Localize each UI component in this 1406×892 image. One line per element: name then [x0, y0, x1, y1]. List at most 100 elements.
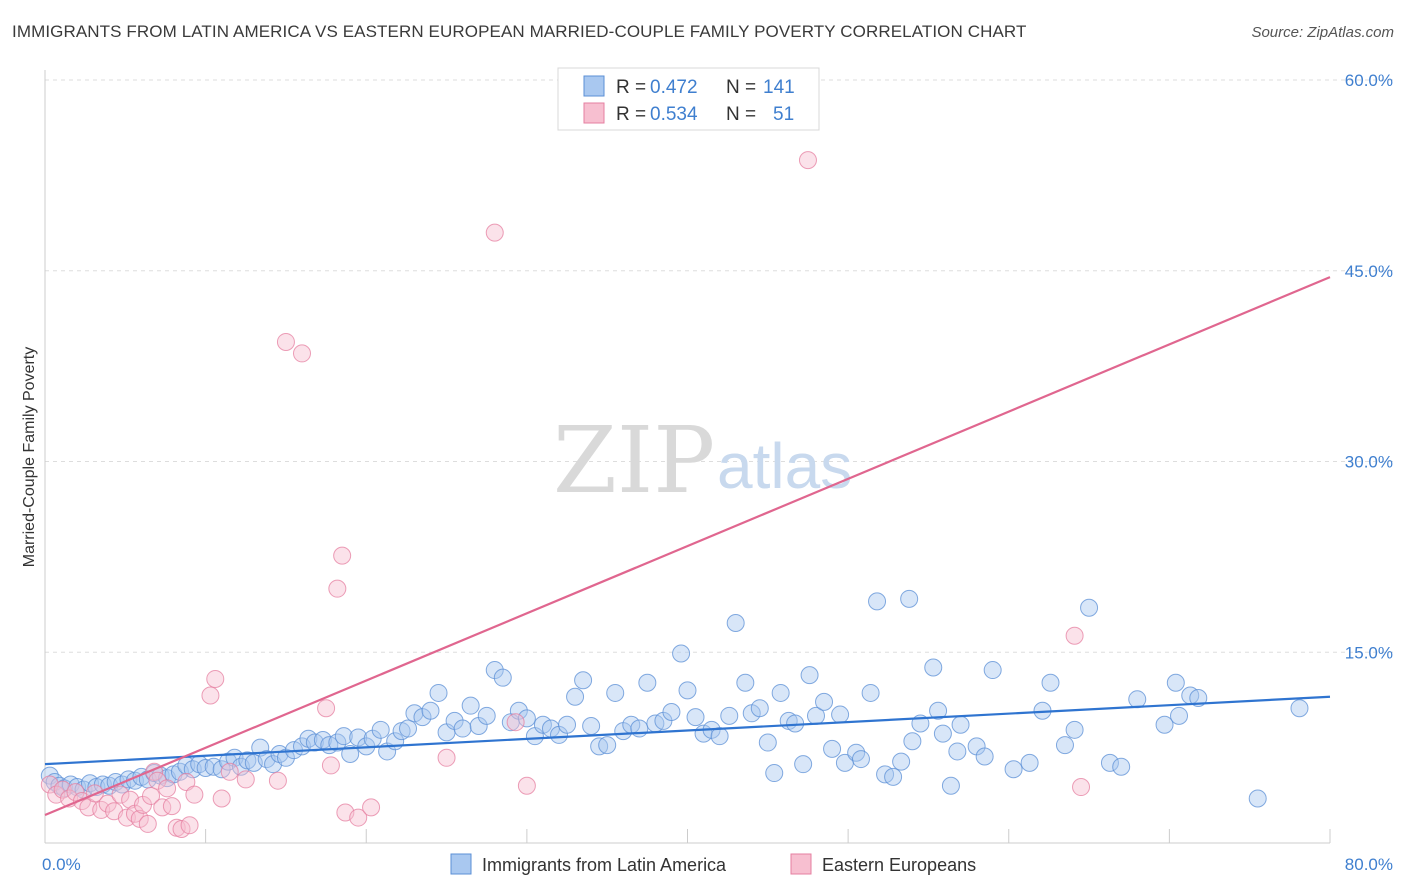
- point-latin-america: [1004, 760, 1023, 779]
- point-eastern-europeans: [138, 814, 157, 833]
- point-eastern-europeans: [158, 779, 177, 798]
- point-latin-america: [1055, 736, 1074, 755]
- point-eastern-europeans: [293, 344, 311, 363]
- point-eastern-europeans: [362, 798, 381, 817]
- point-eastern-europeans: [485, 223, 504, 242]
- point-eastern-europeans: [206, 669, 225, 688]
- point-eastern-europeans: [142, 786, 161, 805]
- point-latin-america: [1065, 720, 1084, 739]
- point-latin-america: [328, 733, 347, 752]
- y-axis-label: Married-Couple Family Poverty: [21, 347, 38, 568]
- point-eastern-europeans: [66, 783, 85, 802]
- point-latin-america: [477, 706, 496, 725]
- legend-swatch-latin-america: [583, 75, 605, 97]
- point-eastern-europeans: [1065, 626, 1084, 645]
- point-latin-america: [1189, 689, 1208, 708]
- bottom-legend-label-latin-america: Immigrants from Latin America: [482, 855, 727, 875]
- point-latin-america: [771, 683, 790, 702]
- point-latin-america: [823, 739, 842, 758]
- point-latin-america: [1155, 715, 1174, 734]
- legend-n-value: 141: [763, 77, 795, 98]
- grid-lines: [45, 79, 1393, 653]
- bottom-legend: Immigrants from Latin America Eastern Eu…: [450, 853, 976, 875]
- point-latin-america: [1128, 690, 1147, 709]
- point-latin-america: [929, 701, 948, 720]
- point-latin-america: [750, 699, 769, 718]
- point-latin-america: [868, 592, 887, 611]
- point-latin-america: [517, 709, 536, 728]
- y-tick-label: 45.0%: [1345, 262, 1393, 281]
- point-latin-america: [1248, 789, 1267, 808]
- point-latin-america: [558, 715, 577, 734]
- watermark-atlas: atlas: [717, 430, 852, 502]
- point-latin-america: [800, 666, 819, 685]
- trend-lines: [44, 276, 1331, 817]
- point-latin-america: [983, 661, 1002, 680]
- legend-r-value: 0.472: [650, 77, 698, 98]
- point-latin-america: [1041, 673, 1060, 692]
- point-eastern-europeans: [1072, 778, 1091, 797]
- bottom-legend-swatch-eastern-europeans: [790, 853, 812, 875]
- point-latin-america: [1290, 699, 1309, 718]
- point-eastern-europeans: [92, 800, 111, 819]
- point-eastern-europeans: [437, 748, 456, 767]
- x-tick-label: 80.0%: [1345, 855, 1393, 874]
- point-latin-america: [884, 767, 903, 786]
- point-latin-america: [924, 658, 943, 677]
- legend-r-label: R =: [616, 104, 646, 125]
- series-latin-america-points: [40, 589, 1309, 808]
- y-tick-labels: 15.0% 30.0% 45.0% 60.0%: [1345, 71, 1393, 662]
- point-latin-america: [933, 724, 952, 743]
- point-latin-america: [765, 764, 784, 783]
- point-latin-america: [453, 719, 472, 738]
- x-tick-label: 0.0%: [42, 855, 81, 874]
- legend-r-label: R =: [616, 77, 646, 98]
- point-latin-america: [672, 644, 691, 663]
- point-latin-america: [461, 696, 480, 715]
- point-latin-america: [941, 776, 960, 795]
- point-eastern-europeans: [268, 771, 287, 790]
- trend-line-eastern-europeans: [44, 276, 1331, 817]
- point-latin-america: [736, 673, 755, 692]
- point-latin-america: [1170, 706, 1189, 725]
- point-eastern-europeans: [328, 579, 347, 598]
- point-latin-america: [1100, 753, 1119, 772]
- point-latin-america: [903, 732, 922, 751]
- legend-n-value: 51: [773, 104, 794, 125]
- point-latin-america: [1080, 598, 1099, 617]
- point-latin-america: [566, 687, 585, 706]
- point-eastern-europeans: [153, 798, 172, 817]
- point-eastern-europeans: [349, 808, 368, 827]
- legend-n-label: N =: [726, 77, 756, 98]
- point-latin-america: [334, 727, 353, 746]
- point-latin-america: [582, 717, 601, 736]
- point-eastern-europeans: [180, 816, 199, 835]
- point-latin-america: [831, 705, 850, 724]
- bottom-legend-label-eastern-europeans: Eastern Europeans: [822, 855, 976, 875]
- point-eastern-europeans: [321, 756, 340, 775]
- point-latin-america: [399, 719, 418, 738]
- point-latin-america: [686, 708, 705, 727]
- y-tick-label: 15.0%: [1345, 643, 1393, 662]
- point-eastern-europeans: [236, 770, 255, 789]
- point-eastern-europeans: [98, 794, 117, 813]
- point-latin-america: [861, 683, 880, 702]
- point-latin-america: [429, 683, 448, 702]
- point-latin-america: [951, 715, 970, 734]
- point-latin-america: [598, 736, 617, 755]
- point-latin-america: [1112, 757, 1131, 776]
- point-latin-america: [975, 747, 994, 766]
- x-tick-labels: 0.0% 80.0%: [42, 855, 1393, 874]
- point-eastern-europeans: [177, 772, 196, 791]
- point-eastern-europeans: [220, 762, 239, 781]
- series-eastern-europeans-points: [40, 151, 1091, 839]
- point-eastern-europeans: [517, 776, 536, 795]
- legend-swatch-eastern-europeans: [583, 102, 605, 124]
- point-eastern-europeans: [333, 546, 352, 565]
- point-latin-america: [710, 727, 729, 746]
- point-latin-america: [726, 614, 745, 633]
- point-latin-america: [341, 744, 360, 763]
- point-latin-america: [606, 683, 625, 702]
- point-eastern-europeans: [212, 789, 231, 808]
